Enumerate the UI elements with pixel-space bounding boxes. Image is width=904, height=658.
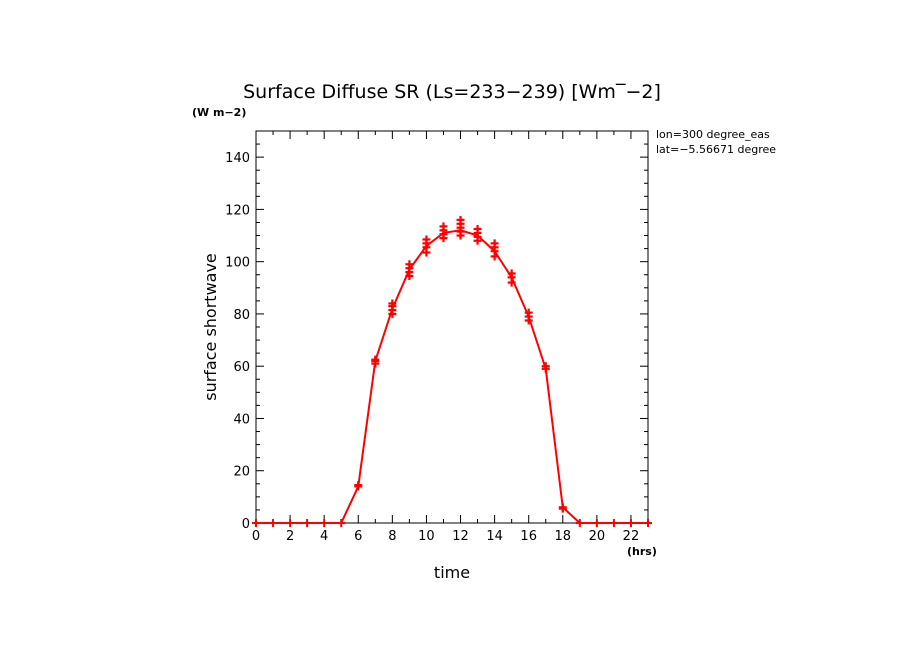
- y-axis-label: surface shortwave: [201, 253, 220, 401]
- marker-group: [354, 215, 567, 513]
- annotation-lat: lat=−5.56671 degree: [656, 143, 776, 156]
- data-point-zero: [286, 519, 295, 527]
- data-point-zero: [337, 519, 346, 527]
- chart-title: Surface Diffuse SR (Ls=233−239) [Wm‾−2]: [243, 81, 661, 103]
- series-line-mean: [256, 229, 648, 524]
- y-tick-label: 100: [225, 256, 250, 271]
- x-tick-label: 20: [589, 529, 606, 544]
- x-tick-label: 2: [286, 529, 294, 544]
- y-unit-label: (W m−2): [192, 106, 246, 119]
- data-point: [541, 362, 550, 371]
- data-point: [371, 355, 380, 364]
- data-point: [473, 225, 482, 233]
- data-point-zero: [303, 519, 312, 527]
- x-tick-label: 6: [354, 529, 362, 544]
- data-point-zero: [609, 519, 618, 527]
- y-tick-label: 120: [225, 203, 250, 218]
- x-tick-label: 0: [252, 529, 260, 544]
- data-point: [354, 481, 363, 490]
- data-point-zero: [269, 519, 278, 527]
- data-point-zero: [592, 519, 601, 527]
- data-point: [405, 260, 414, 269]
- y-tick-label: 40: [233, 412, 250, 427]
- data-point: [524, 308, 533, 317]
- x-tick-label: 4: [320, 529, 328, 544]
- axis-ticks: [255, 130, 649, 524]
- data-point: [456, 215, 465, 224]
- x-tick-label: 12: [452, 529, 469, 544]
- data-point-zero: [320, 519, 329, 527]
- y-tick-label: 0: [242, 517, 250, 532]
- data-point: [507, 269, 516, 278]
- data-point: [558, 503, 567, 512]
- tick-labels: 0 2 4 6 8 10 12 14 16 18 20 22 0 20 40 60 80 100 120 140: [225, 151, 639, 544]
- data-point: [490, 239, 499, 248]
- x-tick-label: 16: [520, 529, 537, 544]
- data-point-zero: [252, 519, 260, 527]
- x-tick-label: 14: [486, 529, 503, 544]
- x-tick-label: 10: [418, 529, 435, 544]
- x-tick-label: 8: [388, 529, 396, 544]
- data-point-zero: [644, 519, 652, 527]
- data-point: [422, 235, 431, 244]
- x-unit-label: (hrs): [627, 545, 657, 558]
- x-tick-label: 18: [555, 529, 572, 544]
- y-tick-label: 60: [233, 360, 250, 375]
- data-point-zero: [626, 519, 635, 527]
- plot-frame: [255, 130, 649, 524]
- y-tick-label: 140: [225, 151, 250, 166]
- data-point-zero: [575, 519, 584, 527]
- x-tick-label: 22: [623, 529, 640, 544]
- annotation-lon: lon=300 degree_eas: [656, 128, 770, 141]
- data-point: [439, 222, 448, 231]
- x-axis-label: time: [434, 563, 470, 582]
- y-tick-label: 80: [233, 308, 250, 323]
- series-line-group: [252, 229, 652, 527]
- y-tick-label: 20: [233, 465, 250, 480]
- data-point: [388, 299, 397, 308]
